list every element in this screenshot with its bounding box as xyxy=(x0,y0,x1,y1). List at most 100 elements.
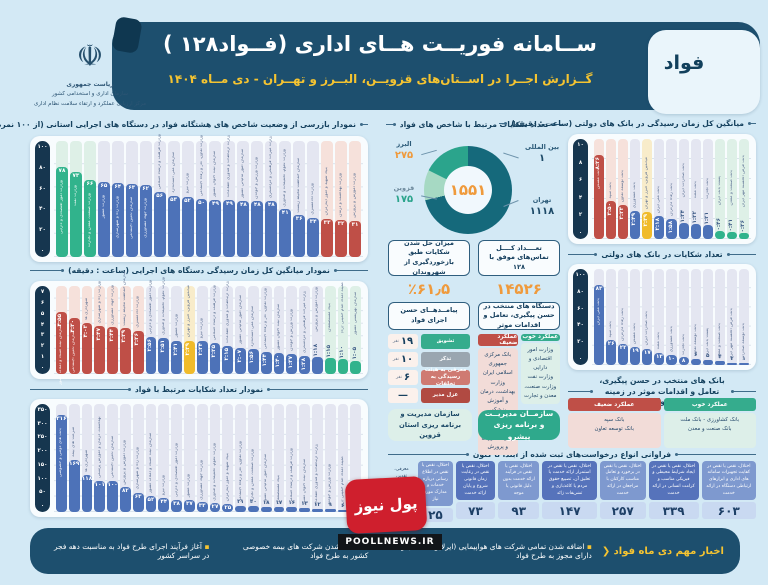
outcome-value: ۱۹ نفر xyxy=(388,334,418,349)
bar: بانک ملت ۱۳ xyxy=(654,269,665,365)
outcome-label: عزل مدیر xyxy=(421,388,470,403)
bar-value: ۴۸ xyxy=(239,202,247,209)
bar-label: سازمان حفاظت محیط زیست xyxy=(123,270,128,326)
y-axis: ۳۵۰ ۳۰۰ ۲۵۰ ۲۰۰ ۱۵۰ ۱۰۰ ۵۰ ۰ xyxy=(35,404,50,512)
bar: وزارت میراث فرهنگی و گردشگری ۱:۲۸ xyxy=(299,286,310,374)
bar: وزارت تعاون، کار و رفاه اجتماعی ۱:۴۴ xyxy=(260,286,272,374)
donut-value-qazvin: ۱۷۵ xyxy=(394,194,414,205)
org-line-2: سازمان اداری و استخدامی کشور xyxy=(51,91,129,98)
bar-label: شرکت های بیمه xyxy=(71,427,76,458)
bar-value: ۱:۱۰ xyxy=(338,345,345,359)
section-title-complaints: نمودار تعداد شکایات مرتبط با فواد xyxy=(30,385,368,394)
bar: بنیاد شهید و امور ایثارگران ۳۳ xyxy=(321,141,334,257)
bar-label: وزارت تعاون، کار و رفاه اجتماعی xyxy=(199,134,204,196)
favad-logo-icon: فواد xyxy=(663,52,706,74)
bar-label: وزارت کشور xyxy=(174,314,179,338)
poolnews-url: POOLLNEWS.IR xyxy=(338,534,442,550)
bar-value: ۱۶۹ xyxy=(69,461,80,468)
bar-label: وزارت ارتباطات و فناوری اطلاعات xyxy=(225,281,230,343)
bar: وزارت نیرو ۲:۳۴ xyxy=(196,286,208,374)
iran-emblem-icon: ☫ xyxy=(76,39,104,74)
bar-fill xyxy=(714,231,725,239)
bar-fill: ۲:۴۹ xyxy=(630,211,641,239)
bar-label: وزارت راه و شهرسازی xyxy=(97,281,102,324)
bar: بانک توسعه تعاون ۳:۲۳ xyxy=(618,139,629,239)
bar-value: ۵ xyxy=(706,353,710,360)
bar: وزارت فرهنگ و ارشاد اسلامی ۵۶ xyxy=(153,134,166,257)
bar-fill: ۲۲ xyxy=(618,343,629,365)
bar: ۲ بانک قرض الحسنه مهر ایران xyxy=(726,269,737,365)
bar: ۷۸ وزارت امور اقتصادی و دارایی xyxy=(56,141,68,257)
axis-tick: ۴ xyxy=(578,194,583,201)
bar-fill: ۲:۳۹ xyxy=(183,340,195,374)
bar-label: بنیاد شهید و امور ایثارگران xyxy=(324,167,329,216)
bar-label: سازمان تامین اجتماعی xyxy=(71,330,76,373)
axis-tick: ۲ xyxy=(578,212,583,219)
bar-label: بانک ملی ایران xyxy=(596,298,601,326)
bar-fill: ۴۸ xyxy=(265,201,278,257)
bar-value: ۲:۲۵ xyxy=(210,345,217,358)
section-title-bank-complaints: تعداد شکایات در بانک های دولتی xyxy=(568,250,756,259)
bar: ۶۲ وزارت جهاد کشاورزی xyxy=(139,141,152,257)
bar-fill: ۲:۰۷ xyxy=(235,347,246,374)
bar-value: ۵۳ xyxy=(170,196,178,203)
bar-label: بانک صنعت و معدن xyxy=(729,170,734,206)
bar: بانک تجارت ۸ xyxy=(678,269,689,365)
bar-label: سازمان بهزیستی کشور xyxy=(353,291,358,335)
bar-value: ۳:۴۴ xyxy=(108,329,115,342)
outcomes-table: تشویق ۱۹ نفر تذکر ۱۰ نفر معرفی به هیئت رسیدگی … xyxy=(388,334,470,403)
bar-fill xyxy=(299,507,310,512)
bar: وزارت دادگستری ۳۴ xyxy=(307,141,320,257)
bar-fill xyxy=(726,232,737,239)
bar-label: بانک تجارت xyxy=(705,178,710,199)
good-performance-list: بانک کشاورزی - بانک ملت بانک صنعت و معدن xyxy=(663,413,756,448)
axis-tick: ۰ xyxy=(40,364,45,371)
bar-fill: ۲:۳۹ xyxy=(642,212,653,239)
bar-value: ۵۰ xyxy=(198,200,205,206)
bar-label: وزارت جهاد کشاورزی xyxy=(143,198,148,238)
bar-label: وزارت صنعت، معدن و تجارت xyxy=(87,193,92,248)
bar: وزارت علوم، تحقیقات و فناوری ۲:۵۱ xyxy=(158,277,170,374)
bar: بانک سپه ۲۶ xyxy=(606,269,617,365)
bar: ۶۳ سازمان تامین اجتماعی xyxy=(125,141,138,257)
outcome-value: — xyxy=(388,388,418,403)
bar: وزارت راه و شهرسازی ۳:۴۷ xyxy=(94,281,106,374)
bar-value: ۲۶ xyxy=(607,341,615,348)
bar: بانک کشاورزی ۲:۴۹ xyxy=(630,139,641,239)
bar-fill xyxy=(235,505,246,512)
bar: ۷۳ وزارت نفت xyxy=(69,141,82,257)
bar: وزارت آموزش و پرورش ۳۱ xyxy=(349,141,361,257)
bar-fill: ۱:۵۶ xyxy=(247,349,259,374)
organization-block: ریاست جمهوری سازمان اداری و استخدامی کشو… xyxy=(22,80,158,109)
bar-fill xyxy=(678,223,689,239)
bar-fill: ۲:۵۶ xyxy=(145,337,157,374)
org-line-3: مرکز ارزیابی عملکرد و ارتقاء سلامت نظام … xyxy=(33,100,147,107)
axis-tick: ۰ xyxy=(40,247,45,254)
bar: ۰:۴۱ بانک صنعت و معدن xyxy=(726,139,737,239)
bar: شهرداری ها ۴:۰۳ xyxy=(81,286,93,374)
bar-label: بانک سپه xyxy=(608,181,613,198)
chart-complaints: ۳۵۰ ۳۰۰ ۲۵۰ ۲۰۰ ۱۵۰ ۱۰۰ ۵۰ ۰ ۳۱۶ بانک های دولتی و… xyxy=(30,399,368,517)
bar: ۶ کمیته امداد امام خمینی (ره) xyxy=(337,404,349,512)
weak-performance-column: عملکرد ضعیف بانک سپه بانک توسعه تعاون xyxy=(568,398,661,448)
request-type-text: اختلال، نقص یا نقض در استمرار ارائه خدمت… xyxy=(542,461,597,500)
bar-value: ۱:۳۷ xyxy=(287,355,294,369)
org-line-1: ریاست جمهوری xyxy=(66,81,114,88)
bar: ۱۲وزارت ارتباطات و فناوری اطلاعات xyxy=(311,404,323,512)
bar-value: ۱:۳۲ xyxy=(691,210,698,223)
agencies-performance-table: عملکرد خوب وزارت امور اقتصادی و دارایی وز… xyxy=(478,334,560,456)
bar-fill: ۲:۱۸ xyxy=(654,216,665,239)
bar-label: بنیاد شهید و امور ایثارگران xyxy=(225,453,230,502)
outcome-row: عزل مدیر — xyxy=(388,388,470,403)
axis-tick: ۱۰ xyxy=(577,142,584,148)
bar: بانک مسکن ۱۹ xyxy=(630,269,641,365)
bar: ۱:۳۲ بانک ملت xyxy=(690,139,701,239)
bar: ۱۶ وزارت فرهنگ و ارشاد اسلامی xyxy=(286,404,298,512)
bar-value: ۷۳ xyxy=(72,173,80,180)
chart-inspection: ۱۰۰ ۸۰ ۶۰ ۴۰ ۲۰ ۰ ۷۸ وزارت امور اقتصادی و دارای… xyxy=(30,134,368,262)
bar: بانک ملی ایران ۲:۱۸ xyxy=(654,139,665,239)
bar-fill: ۳۸ xyxy=(171,500,182,512)
bar-label: کمیته امداد امام خمینی (ره) xyxy=(340,455,345,507)
bar-fill: ۱:۵۸ xyxy=(666,219,677,239)
bar-value: ۱:۲۸ xyxy=(300,357,307,371)
